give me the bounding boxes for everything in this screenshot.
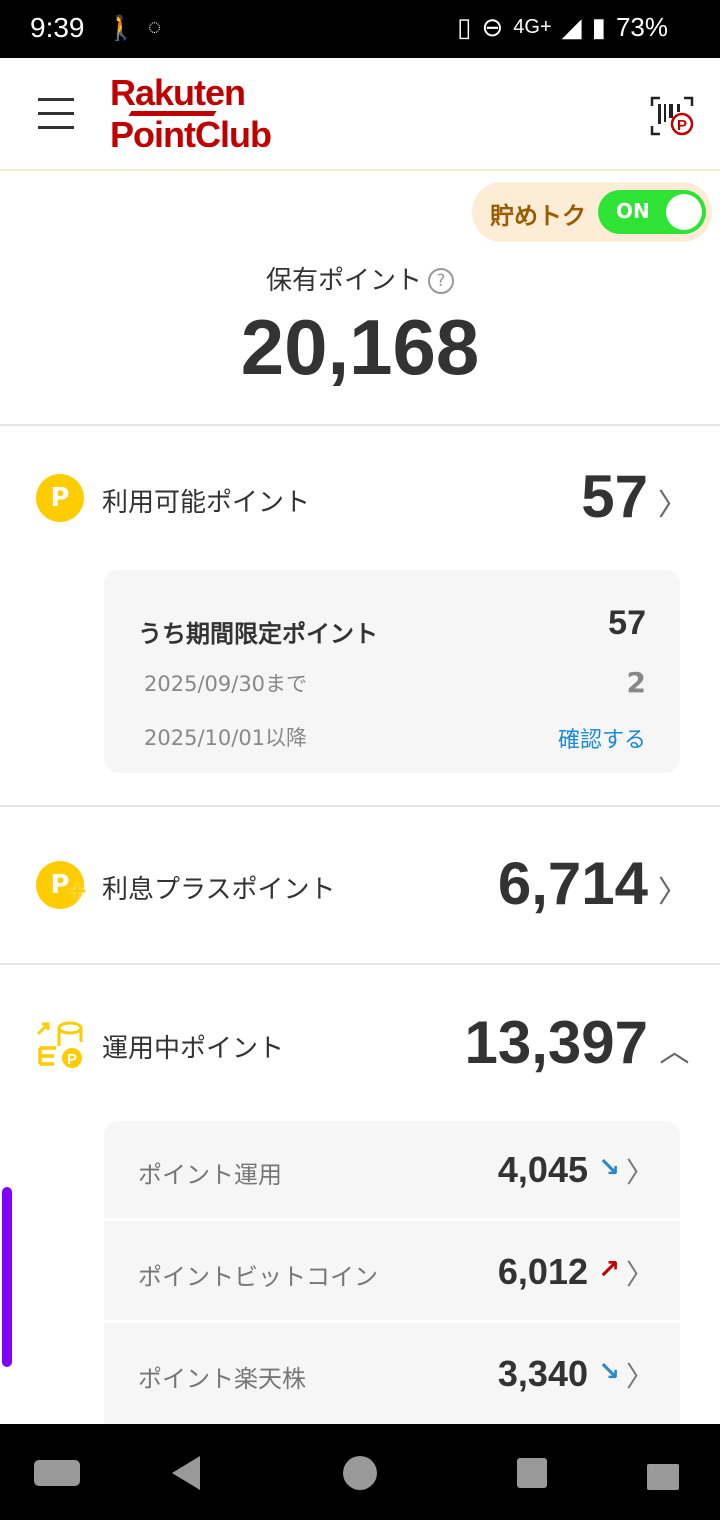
interest-points-label: 利息プラスポイント xyxy=(102,875,336,905)
clock: 9:39 xyxy=(30,12,85,43)
divider xyxy=(0,805,720,807)
battery-icon: ▮ xyxy=(591,12,606,42)
expiry-date-label: 2025/09/30まで xyxy=(144,672,308,696)
game-controller-icon[interactable] xyxy=(34,1460,80,1486)
logo-line2: PointClub xyxy=(110,114,272,155)
savings-toggle[interactable]: 貯めトク ON xyxy=(472,182,712,242)
investing-points-value: 13,397 xyxy=(464,1009,648,1076)
signal-icon: ◢ xyxy=(561,12,582,42)
item-value: 6,012 xyxy=(497,1251,588,1292)
item-value: 4,045 xyxy=(497,1149,588,1190)
system-nav-bar xyxy=(0,1424,720,1520)
investing-points-row[interactable]: P 運用中ポイント 13,397 〉 xyxy=(0,1004,720,1084)
back-icon[interactable] xyxy=(172,1456,200,1490)
toggle-switch[interactable]: ON xyxy=(598,190,706,234)
unlock-icon[interactable] xyxy=(647,1464,679,1490)
available-points-row[interactable]: P 利用可能ポイント 57 〉 xyxy=(0,458,720,538)
help-icon[interactable]: ? xyxy=(428,268,454,294)
confirm-link[interactable]: 確認する xyxy=(557,728,646,753)
available-points-value: 57 xyxy=(581,463,648,530)
do-not-disturb-icon: ⊖ xyxy=(481,12,504,42)
point-coin-icon: P xyxy=(36,474,84,522)
recents-icon[interactable] xyxy=(517,1458,547,1488)
item-label: ポイント運用 xyxy=(138,1161,282,1189)
investing-points-label: 運用中ポイント xyxy=(102,1034,285,1064)
logo-line1: Rakuten xyxy=(110,72,246,113)
divider xyxy=(0,424,720,426)
network-type: 4G+ xyxy=(513,16,552,38)
scrollbar[interactable] xyxy=(2,1187,12,1367)
svg-text:P: P xyxy=(677,117,687,134)
total-label-text: 保有ポイント xyxy=(265,266,422,296)
screen-rotate-icon: ▯ xyxy=(457,12,472,42)
available-points-label: 利用可能ポイント xyxy=(102,488,311,518)
trend-down-icon: ↘ xyxy=(598,1153,620,1183)
chevron-up-icon[interactable]: 〉 xyxy=(659,1035,694,1065)
svg-text:P: P xyxy=(67,1051,77,1068)
divider xyxy=(0,963,720,965)
chevron-right-icon: 〉 xyxy=(625,1360,654,1393)
walking-icon: 🚶 xyxy=(106,15,136,42)
investing-item[interactable]: ポイント楽天株 3,340 ↘ 〉 xyxy=(104,1325,680,1425)
toggle-state: ON xyxy=(616,199,650,223)
expiry-value: 2 xyxy=(626,666,646,699)
barcode-point-icon[interactable]: P xyxy=(650,96,694,136)
savings-toggle-label: 貯めトク xyxy=(490,202,586,230)
coins-invest-icon: P xyxy=(36,1021,83,1068)
later-date-label: 2025/10/01以降 xyxy=(144,726,308,750)
limited-points-value: 57 xyxy=(608,604,646,642)
chevron-right-icon: 〉 xyxy=(625,1258,654,1291)
menu-icon[interactable] xyxy=(38,98,74,130)
status-bar: 9:39 🚶 ◌ ▯ ⊖ 4G+ ◢ ▮ 73% xyxy=(0,0,720,58)
investing-list: ポイント運用 4,045 ↘ 〉 ポイントビットコイン 6,012 ↗ 〉 ポイント楽天株 3… xyxy=(104,1121,680,1441)
investing-item[interactable]: ポイント運用 4,045 ↘ 〉 xyxy=(104,1121,680,1221)
battery-level: 73% xyxy=(615,12,668,42)
total-points-label: 保有ポイント? xyxy=(0,260,720,297)
chevron-right-icon: 〉 xyxy=(658,875,688,910)
total-points-value: 20,168 xyxy=(240,303,480,391)
item-value: 3,340 xyxy=(497,1353,588,1394)
trend-down-icon: ↘ xyxy=(598,1357,620,1387)
home-icon[interactable] xyxy=(343,1456,377,1490)
chevron-right-icon: 〉 xyxy=(625,1156,654,1189)
item-label: ポイント楽天株 xyxy=(138,1365,306,1393)
rakuten-pointclub-logo[interactable]: Rakuten PointClub xyxy=(110,72,272,156)
investing-item[interactable]: ポイントビットコイン 6,012 ↗ 〉 xyxy=(104,1223,680,1323)
limited-points-box: うち期間限定ポイント 57 2025/09/30まで 2 2025/10/01以降 確… xyxy=(104,570,680,773)
trend-up-icon: ↗ xyxy=(598,1255,620,1285)
wifi-calling-icon: ◌ xyxy=(148,14,162,39)
point-plus-icon: P + xyxy=(36,861,88,909)
limited-points-label: うち期間限定ポイント xyxy=(138,620,378,648)
interest-points-value: 6,714 xyxy=(497,850,648,917)
app-header: Rakuten PointClub P xyxy=(0,58,720,171)
item-label: ポイントビットコイン xyxy=(138,1263,378,1291)
chevron-right-icon: 〉 xyxy=(658,488,688,523)
interest-points-row[interactable]: P + 利息プラスポイント 6,714 〉 xyxy=(0,845,720,925)
